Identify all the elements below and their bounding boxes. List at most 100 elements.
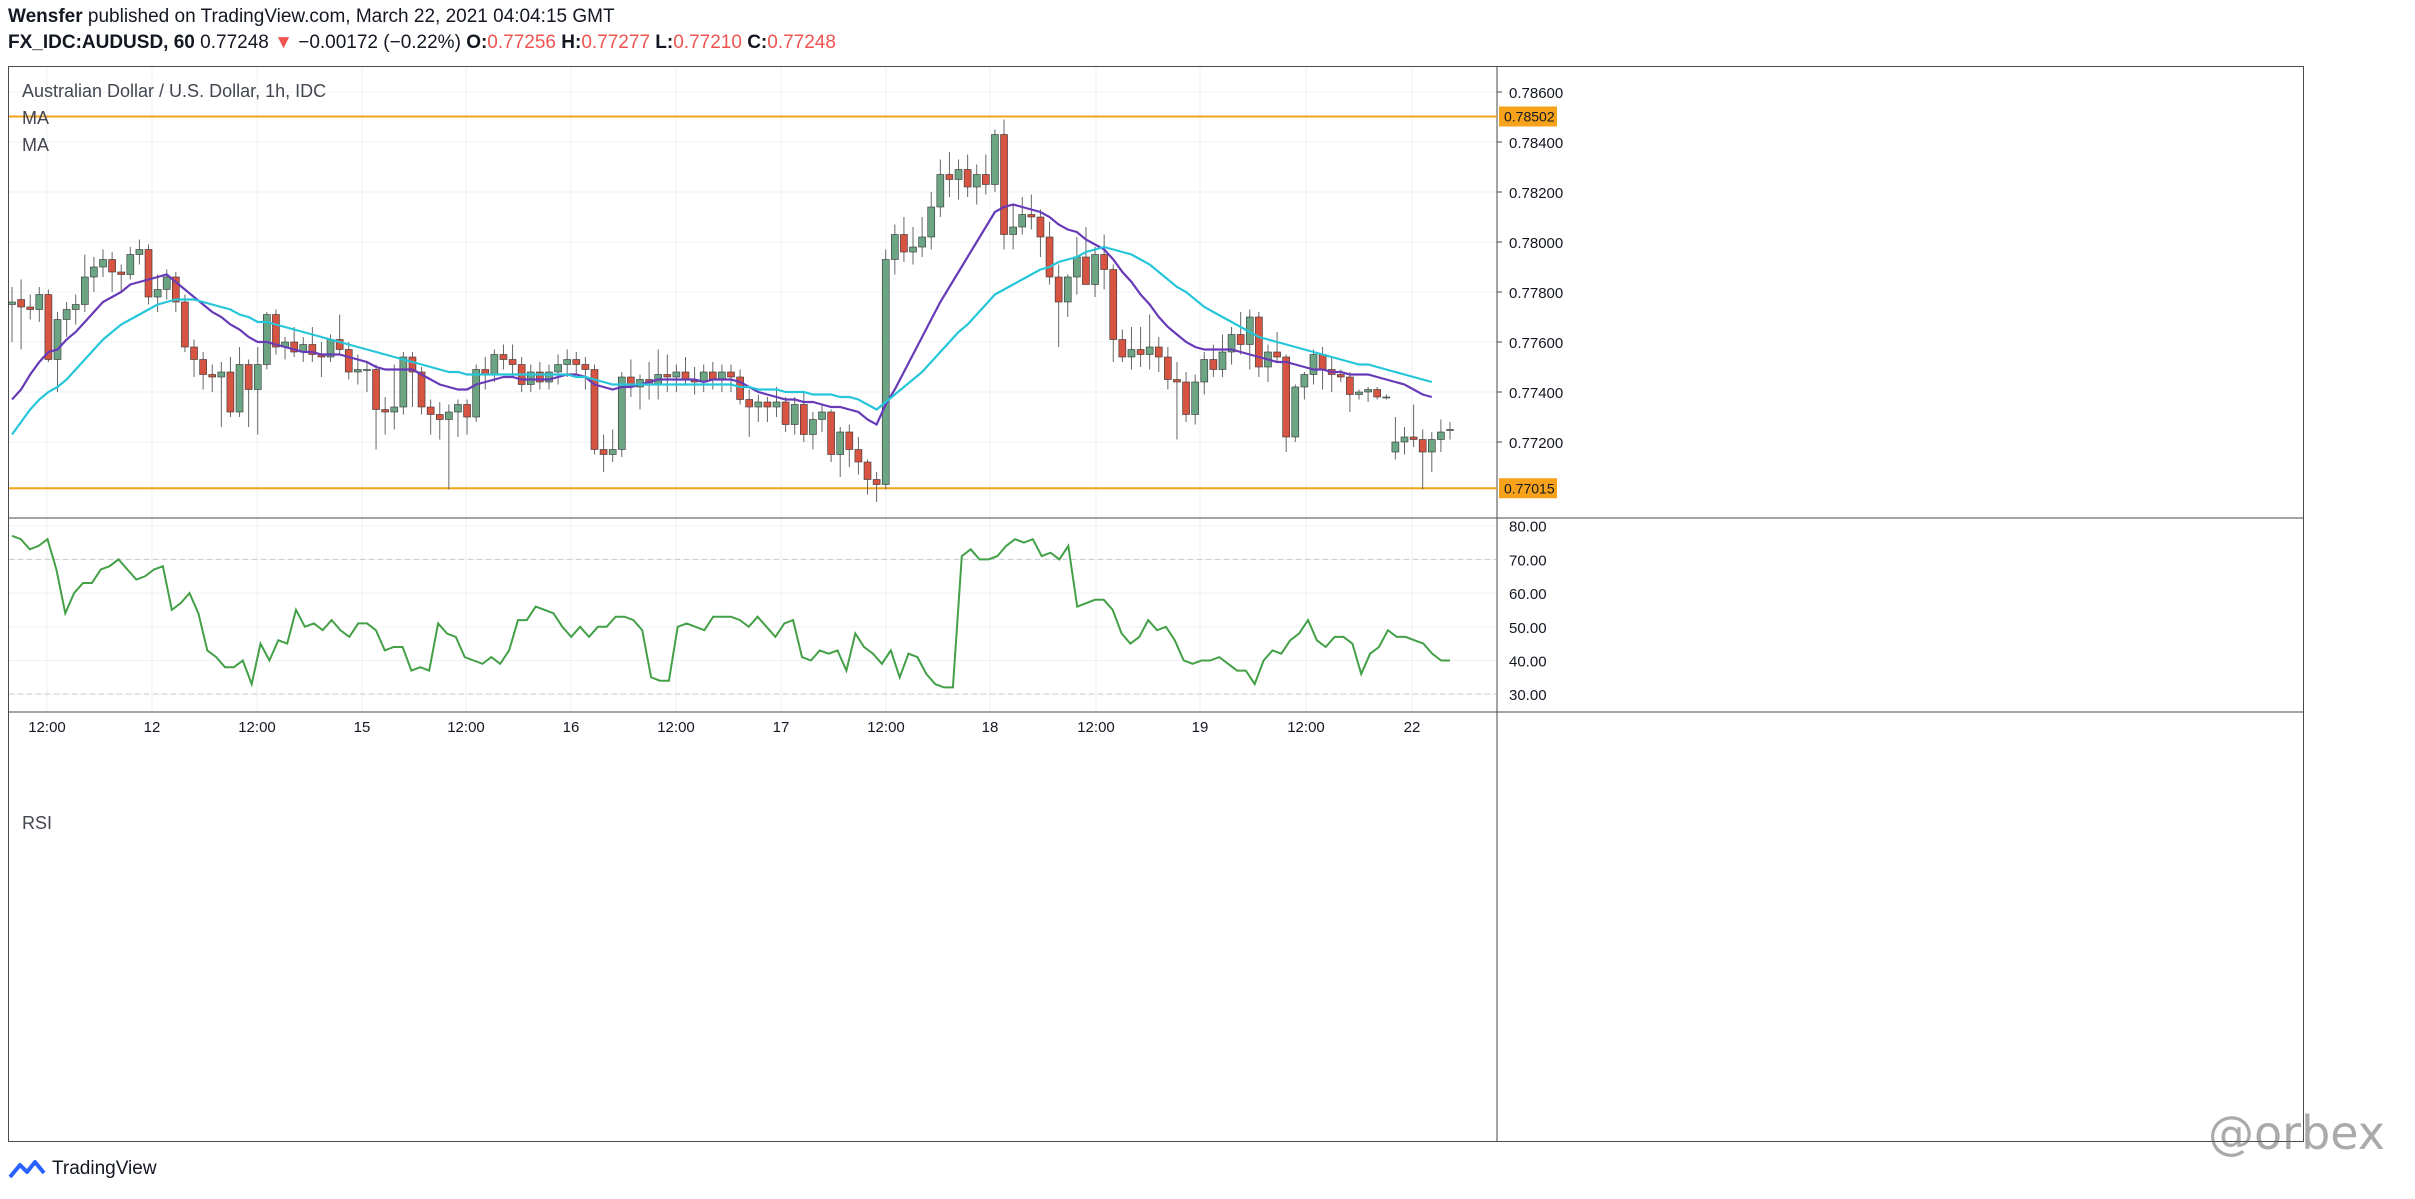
ohlc-bar: FX_IDC:AUDUSD, 60 0.77248 ▼ −0.00172 (−0… — [8, 32, 836, 54]
candle-down — [1082, 256, 1090, 285]
candle-down — [1318, 354, 1327, 370]
publish-info: Wensfer published on TradingView.com, Ma… — [8, 6, 615, 28]
candle-down — [1136, 349, 1145, 355]
candle-up — [99, 259, 107, 268]
candle-up — [809, 419, 817, 435]
close-label: C: — [747, 32, 768, 53]
candle-down — [536, 371, 544, 383]
candle-up — [1364, 389, 1372, 393]
candle-down — [226, 371, 235, 413]
candle-up — [1427, 439, 1436, 453]
candle-down — [982, 174, 990, 185]
price-tick-label: 0.78000 — [1509, 235, 1563, 252]
ma-legend-1[interactable]: MA — [22, 108, 49, 128]
low-value: 0.77210 — [673, 32, 742, 53]
rsi-legend[interactable]: RSI — [22, 813, 53, 833]
candle-down — [681, 371, 690, 380]
price-tick-label: 0.78400 — [1509, 135, 1563, 152]
open-value: 0.77256 — [487, 32, 556, 53]
candle-up — [1400, 436, 1409, 443]
candle-up — [526, 371, 535, 385]
candle-up — [918, 236, 926, 248]
candle-down — [581, 364, 590, 370]
candle-down — [44, 294, 53, 360]
candle-up — [62, 309, 71, 320]
candle-down — [1036, 216, 1045, 238]
ma-fast-line — [11, 203, 1433, 427]
level-price-tag — [1499, 478, 1557, 499]
candle-down — [1118, 339, 1127, 358]
candle-up — [1009, 226, 1017, 235]
candle-up — [991, 134, 999, 185]
candle-down — [827, 411, 835, 455]
candle-down — [1182, 381, 1190, 415]
candle-down — [1100, 254, 1108, 270]
candle-down — [172, 276, 180, 303]
candle-down — [854, 449, 863, 463]
rsi-tick-label: 40.00 — [1509, 653, 1547, 670]
candle-down — [1373, 389, 1381, 398]
low-label: L: — [655, 32, 674, 53]
rsi-tick-label: 80.00 — [1509, 519, 1547, 536]
candle-down — [272, 314, 280, 348]
candle-down — [1409, 436, 1418, 440]
candle-up — [1063, 276, 1072, 303]
candle-down — [344, 349, 353, 373]
candle-down — [1173, 379, 1181, 383]
open-label: O: — [466, 32, 488, 53]
price-tick-label: 0.77800 — [1509, 285, 1563, 302]
candle-down — [781, 401, 790, 425]
candle-up — [363, 369, 371, 371]
candle-up — [1391, 441, 1400, 453]
candle-up — [1091, 254, 1099, 285]
candle-up — [472, 369, 480, 418]
candle-down — [872, 479, 881, 485]
candle-down — [663, 374, 672, 378]
candle-up — [126, 254, 135, 275]
ma-slow-line — [11, 245, 1433, 436]
candle-down — [199, 359, 207, 375]
rsi-tick-label: 30.00 — [1509, 687, 1547, 704]
time-tick-label: 12 — [144, 719, 161, 736]
candle-down — [1109, 269, 1118, 340]
candle-down — [108, 259, 116, 273]
price-tick-label: 0.78600 — [1509, 85, 1563, 102]
level-price-label: 0.78502 — [1504, 109, 1555, 125]
candle-down — [1336, 374, 1345, 378]
high-value: 0.77277 — [581, 32, 651, 53]
candle-up — [253, 364, 262, 390]
candle-down — [900, 234, 908, 253]
candle-up — [1145, 346, 1154, 355]
chart-frame[interactable] — [8, 66, 2304, 1142]
high-label: H: — [561, 32, 582, 53]
symbol-label: FX_IDC:AUDUSD, 60 — [8, 32, 195, 53]
time-tick-label: 17 — [773, 719, 790, 736]
candle-down — [1418, 439, 1427, 453]
candle-up — [1291, 386, 1300, 438]
time-tick-label: 12:00 — [1287, 719, 1325, 736]
time-tick-label: 12:00 — [1077, 719, 1115, 736]
candle-up — [90, 266, 98, 278]
candle-down — [1000, 134, 1008, 235]
candle-down — [572, 359, 581, 365]
candle-up — [1200, 359, 1209, 383]
candle-down — [335, 339, 344, 350]
candle-up — [354, 369, 362, 373]
candle-up — [909, 246, 917, 253]
candle-up — [1018, 214, 1027, 228]
close-value: 0.77248 — [767, 32, 836, 53]
author-name[interactable]: Wensfer — [8, 6, 83, 27]
candle-down — [945, 174, 954, 180]
tradingview-footer[interactable]: TradingView — [8, 1158, 157, 1180]
ma-legend-2[interactable]: MA — [22, 135, 49, 155]
candle-up — [972, 174, 981, 188]
candle-down — [290, 341, 298, 353]
time-tick-label: 18 — [982, 719, 999, 736]
tradingview-brand: TradingView — [52, 1158, 157, 1179]
candle-up — [1309, 354, 1318, 375]
candle-down — [435, 414, 444, 420]
candle-down — [599, 449, 608, 455]
candle-up — [891, 234, 899, 260]
rsi-line — [11, 534, 1450, 689]
